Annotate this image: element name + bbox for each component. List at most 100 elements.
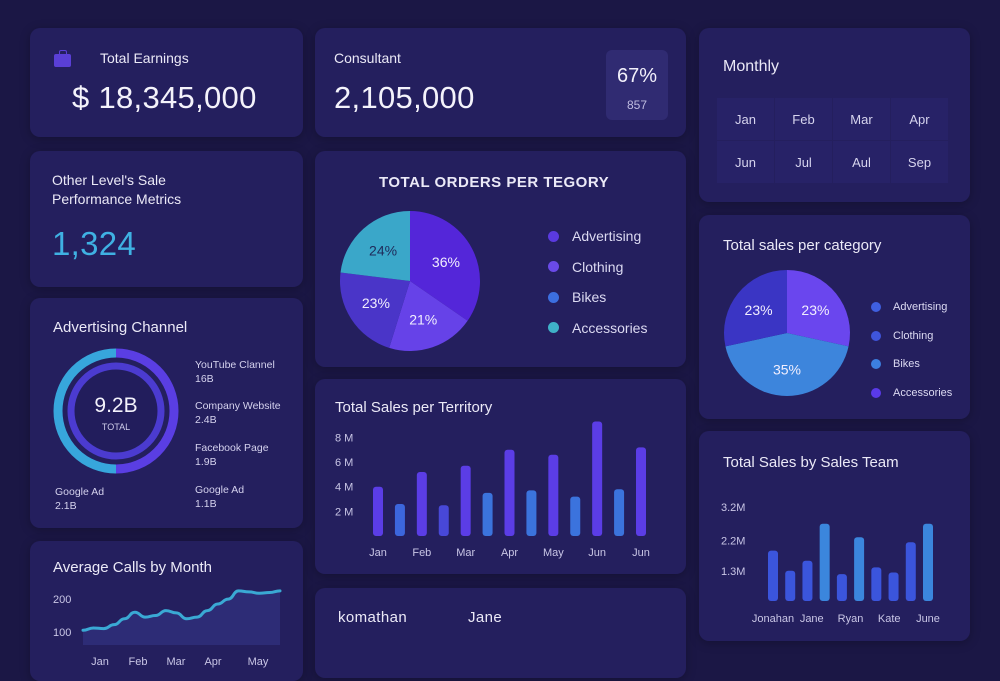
- advertising-total-label: TOTAL: [101, 422, 131, 432]
- legend-item: Accessories: [548, 313, 647, 344]
- pie-slice: [340, 211, 410, 281]
- pie-slice-label: 24%: [369, 243, 397, 259]
- channel-name: Facebook Page: [195, 442, 269, 454]
- x-tick-label: Mar: [456, 547, 475, 559]
- bar: [923, 523, 933, 601]
- month-button[interactable]: Mar: [833, 98, 890, 140]
- legend-dot-icon: [548, 322, 559, 334]
- channel-name: Company Website: [195, 400, 281, 412]
- month-button[interactable]: Aul: [833, 141, 890, 183]
- legend-label: Accessories: [572, 319, 648, 336]
- legend-item: Bikes: [548, 282, 647, 313]
- channel-value: 1.1B: [195, 498, 217, 510]
- x-tick-label: Jun: [632, 547, 650, 559]
- legend-label: Bikes: [893, 358, 920, 371]
- x-tick-label: Feb: [412, 547, 431, 559]
- y-tick-label: 4 M: [335, 482, 353, 494]
- month-button[interactable]: Jun: [717, 141, 774, 183]
- bar: [592, 421, 603, 536]
- bar: [504, 449, 515, 536]
- channel-item: YouTube Clannel 16B: [195, 358, 275, 386]
- bar: [416, 471, 427, 536]
- x-tick-label: Ryan: [838, 613, 864, 625]
- total-earnings-label: Total Earnings: [100, 50, 189, 66]
- territory-sales-chart: 2 M 4 M 6 M 8 M Jan Feb Mar Apr May Jun Jun: [335, 421, 650, 559]
- legend-dot-icon: [871, 387, 881, 398]
- line-series: [81, 589, 282, 632]
- x-tick-label: June: [916, 613, 940, 625]
- bar: [526, 490, 537, 536]
- x-tick-label: Mar: [167, 656, 186, 668]
- pie-slice-label: 36%: [432, 254, 460, 270]
- name-item: komathan: [338, 609, 408, 626]
- sales-category-title: Total sales per category: [723, 237, 882, 254]
- channel-item: Company Website 2.4B: [195, 399, 281, 427]
- x-tick-label: Apr: [501, 547, 518, 559]
- legend-label: Clothing: [893, 329, 934, 342]
- pie-slice-label: 21%: [409, 311, 437, 327]
- consultant-sub-value: 857: [626, 98, 648, 112]
- advertising-channel-title: Advertising Channel: [53, 319, 188, 336]
- pie-slice: [724, 270, 787, 347]
- channel-item: Google Ad 1.1B: [195, 483, 244, 511]
- bar: [460, 465, 471, 536]
- channel-value: 1.9B: [195, 456, 217, 468]
- legend-label: Bikes: [572, 289, 607, 306]
- bar: [871, 567, 882, 601]
- x-tick-label: Jan: [369, 547, 387, 559]
- bar: [888, 572, 899, 601]
- legend-dot-icon: [871, 359, 881, 370]
- pie-slice: [410, 211, 480, 321]
- sales-team-chart: 1.3M 2.2M 3.2M Jonahan Jane Ryan Kate June: [721, 502, 940, 625]
- consultant-value: 2,105,000: [334, 80, 475, 115]
- bar: [636, 447, 646, 536]
- legend-dot-icon: [871, 330, 881, 341]
- x-tick-label: May: [543, 547, 564, 559]
- territory-sales-card: Total Sales per Territory 2 M 4 M 6 M 8 M Ja…: [315, 379, 686, 574]
- orders-pie-card: TOTAL ORDERS PER TEGORY 36% 21% 23% 24% Adv…: [315, 151, 686, 367]
- legend-item: Accessories: [871, 379, 952, 408]
- bar: [373, 486, 383, 536]
- y-tick-label: 2 M: [335, 506, 353, 518]
- monthly-card: Monthly Jan Feb Mar Apr Jun Jul Aul Sep: [699, 28, 970, 202]
- other-level-card: Other Level's Sale Performance Metrics 1…: [30, 151, 303, 287]
- channel-value: 16B: [195, 373, 214, 385]
- bar: [614, 489, 625, 536]
- channel-value: 2.1B: [55, 500, 77, 512]
- sales-category-legend: Advertising Clothing Bikes Accessories: [871, 293, 952, 407]
- ring-segment-left: [53, 348, 117, 474]
- average-calls-card: Average Calls by Month 100 200 Jan Feb Mar Ap…: [30, 541, 303, 681]
- legend-item: Clothing: [548, 252, 647, 283]
- month-button[interactable]: Apr: [891, 98, 948, 140]
- legend-label: Advertising: [893, 301, 948, 314]
- month-button[interactable]: Jan: [717, 98, 774, 140]
- bar: [836, 574, 847, 601]
- consultant-percent: 67%: [616, 65, 658, 87]
- y-tick-label: 2.2M: [721, 536, 745, 548]
- month-button[interactable]: Sep: [891, 141, 948, 183]
- consultant-card: Consultant 2,105,000 67% 857: [315, 28, 686, 137]
- bar: [854, 537, 865, 601]
- name-item: Jane: [468, 609, 503, 626]
- advertising-total-value: 9.2B: [94, 394, 138, 417]
- legend-item: Bikes: [871, 350, 952, 379]
- bar: [819, 523, 830, 601]
- total-earnings-card: Total Earnings $ 18,345,000: [30, 28, 303, 137]
- bar: [802, 560, 813, 601]
- bar: [548, 454, 559, 536]
- sales-team-card: Total Sales by Sales Team 1.3M 2.2M 3.2M Jo…: [699, 431, 970, 641]
- ring-center: [75, 370, 157, 452]
- average-calls-title: Average Calls by Month: [53, 559, 212, 576]
- legend-dot-icon: [548, 230, 559, 242]
- month-button[interactable]: Jul: [775, 141, 832, 183]
- other-level-title-line2: Performance Metrics: [52, 191, 182, 207]
- channel-value: 2.4B: [195, 414, 217, 426]
- month-button[interactable]: Feb: [775, 98, 832, 140]
- consultant-label: Consultant: [334, 50, 401, 66]
- y-tick-label: 3.2M: [721, 502, 745, 514]
- pie-slice-label: 35%: [773, 362, 801, 378]
- pie-slice-label: 23%: [801, 302, 829, 318]
- y-tick-label: 1.3M: [721, 566, 745, 578]
- y-tick-label: 6 M: [335, 457, 353, 469]
- pie-slice: [725, 333, 849, 397]
